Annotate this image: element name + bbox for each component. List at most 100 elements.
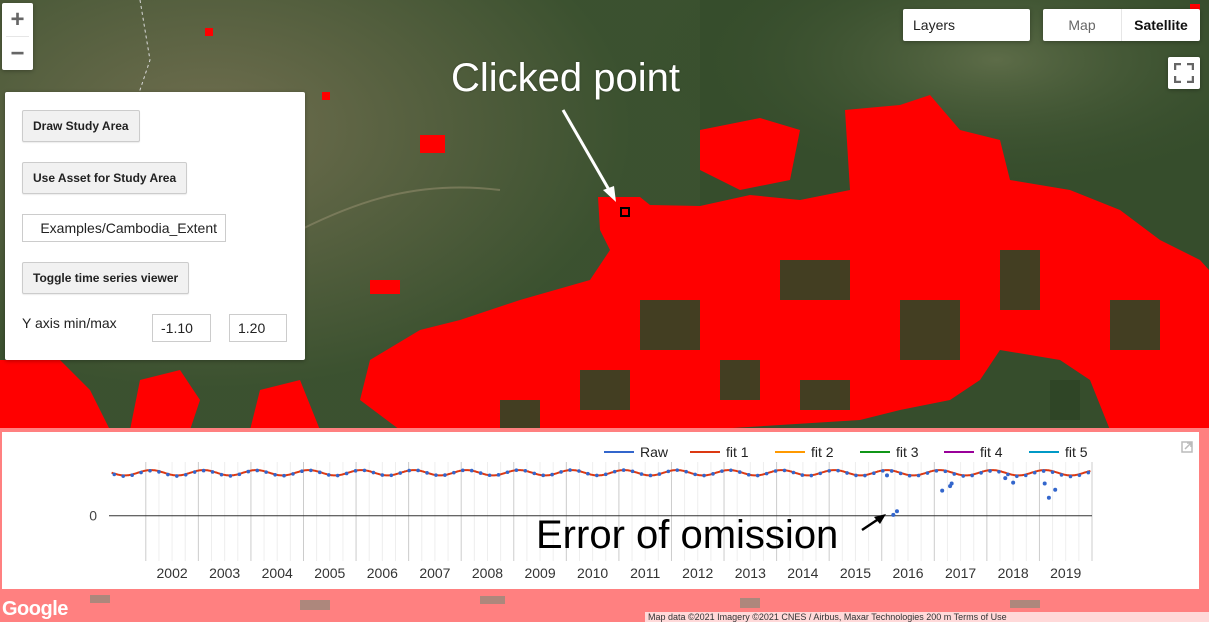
raw-point bbox=[916, 473, 921, 478]
raw-point bbox=[621, 468, 626, 472]
raw-point bbox=[505, 470, 510, 475]
legend-label-fit-2: fit 2 bbox=[811, 444, 834, 460]
raw-point bbox=[532, 471, 537, 476]
x-tick-label: 2012 bbox=[682, 565, 713, 581]
raw-point bbox=[880, 469, 885, 473]
raw-point bbox=[434, 473, 438, 477]
raw-point bbox=[702, 473, 706, 478]
x-tick-label: 2007 bbox=[419, 565, 450, 581]
raw-point bbox=[889, 469, 894, 473]
x-tick-label: 2017 bbox=[945, 565, 976, 581]
raw-point bbox=[1050, 470, 1055, 474]
raw-point bbox=[228, 474, 233, 478]
layers-button[interactable]: Layers bbox=[903, 9, 1030, 41]
raw-point bbox=[800, 473, 805, 477]
raw-point bbox=[166, 472, 170, 477]
raw-point bbox=[925, 471, 930, 475]
raw-point bbox=[720, 469, 724, 473]
zoom-out-button[interactable]: − bbox=[10, 39, 25, 67]
raw-point bbox=[1086, 470, 1091, 475]
raw-point bbox=[693, 472, 697, 477]
raw-point bbox=[711, 472, 715, 476]
x-tick-label: 2006 bbox=[367, 565, 398, 581]
raw-point bbox=[1042, 481, 1047, 486]
raw-point bbox=[273, 473, 277, 477]
raw-point bbox=[183, 472, 188, 477]
raw-point bbox=[157, 470, 161, 474]
raw-point bbox=[729, 468, 733, 473]
error-of-omission-annotation: Error of omission bbox=[536, 513, 839, 557]
raw-point bbox=[282, 473, 286, 478]
raw-point bbox=[192, 470, 197, 474]
y-min-input[interactable]: -1.10 bbox=[152, 314, 211, 342]
raw-point bbox=[1011, 480, 1016, 485]
raw-point bbox=[1032, 470, 1037, 475]
x-tick-label: 2002 bbox=[157, 565, 188, 581]
legend-label-fit-4: fit 4 bbox=[980, 444, 1003, 460]
map-attribution[interactable]: Map data ©2021 Imagery ©2021 CNES / Airb… bbox=[645, 612, 1209, 622]
raw-point bbox=[130, 473, 134, 478]
raw-point bbox=[514, 468, 519, 472]
raw-point bbox=[139, 470, 143, 475]
zoom-divider bbox=[6, 36, 29, 37]
raw-point bbox=[657, 472, 662, 476]
raw-point bbox=[988, 469, 992, 473]
raw-point bbox=[603, 472, 608, 477]
raw-point bbox=[496, 473, 501, 477]
x-tick-label: 2005 bbox=[314, 565, 345, 581]
raw-point bbox=[389, 473, 394, 478]
raw-point bbox=[460, 468, 465, 473]
raw-point bbox=[952, 472, 957, 476]
raw-point bbox=[1023, 473, 1028, 478]
raw-point bbox=[148, 468, 152, 473]
asset-path-input[interactable]: Examples/Cambodia_Extent bbox=[22, 214, 226, 242]
raw-point bbox=[684, 469, 688, 474]
raw-point bbox=[344, 471, 349, 476]
draw-study-area-button[interactable]: Draw Study Area bbox=[22, 110, 140, 142]
raw-point bbox=[1003, 476, 1008, 481]
raw-point bbox=[586, 471, 590, 476]
zoom-in-button[interactable]: + bbox=[10, 5, 25, 33]
toggle-time-series-button[interactable]: Toggle time series viewer bbox=[22, 262, 190, 294]
legend-label-fit-3: fit 3 bbox=[896, 444, 919, 460]
raw-point bbox=[1068, 474, 1073, 479]
raw-point bbox=[764, 471, 769, 476]
raw-point bbox=[1006, 472, 1010, 477]
raw-point bbox=[326, 473, 331, 477]
raw-point bbox=[1053, 487, 1058, 492]
use-asset-button[interactable]: Use Asset for Study Area bbox=[22, 162, 188, 194]
raw-point bbox=[863, 473, 867, 478]
raw-point bbox=[809, 473, 814, 478]
raw-point bbox=[630, 469, 635, 474]
raw-point bbox=[979, 471, 983, 475]
raw-point bbox=[371, 470, 376, 475]
google-logo: Google bbox=[2, 598, 68, 620]
x-tick-label: 2013 bbox=[735, 565, 766, 581]
raw-point bbox=[746, 472, 751, 477]
raw-point bbox=[255, 468, 260, 473]
raw-point bbox=[827, 469, 831, 473]
map-type-map-button[interactable]: Map bbox=[1043, 9, 1122, 41]
raw-point bbox=[416, 468, 420, 473]
raw-point bbox=[219, 472, 224, 477]
raw-point bbox=[121, 474, 125, 478]
raw-point bbox=[898, 471, 903, 476]
raw-point bbox=[934, 469, 939, 473]
raw-point bbox=[210, 470, 215, 474]
raw-point bbox=[523, 468, 528, 473]
map-type-satellite-button[interactable]: Satellite bbox=[1134, 17, 1188, 33]
fullscreen-button[interactable] bbox=[1168, 57, 1200, 89]
raw-point bbox=[891, 512, 896, 517]
raw-point bbox=[362, 468, 367, 473]
raw-point bbox=[1015, 474, 1019, 479]
popout-icon[interactable] bbox=[1180, 440, 1194, 454]
raw-point bbox=[1077, 473, 1082, 478]
raw-point bbox=[317, 470, 322, 475]
raw-point bbox=[943, 469, 948, 474]
zoom-control: + − bbox=[2, 3, 33, 70]
raw-point bbox=[997, 469, 1001, 474]
raw-point bbox=[112, 472, 117, 477]
y-max-input[interactable]: 1.20 bbox=[229, 314, 287, 342]
raw-point bbox=[854, 473, 858, 478]
control-panel: Draw Study Area Use Asset for Study Area… bbox=[5, 92, 305, 360]
